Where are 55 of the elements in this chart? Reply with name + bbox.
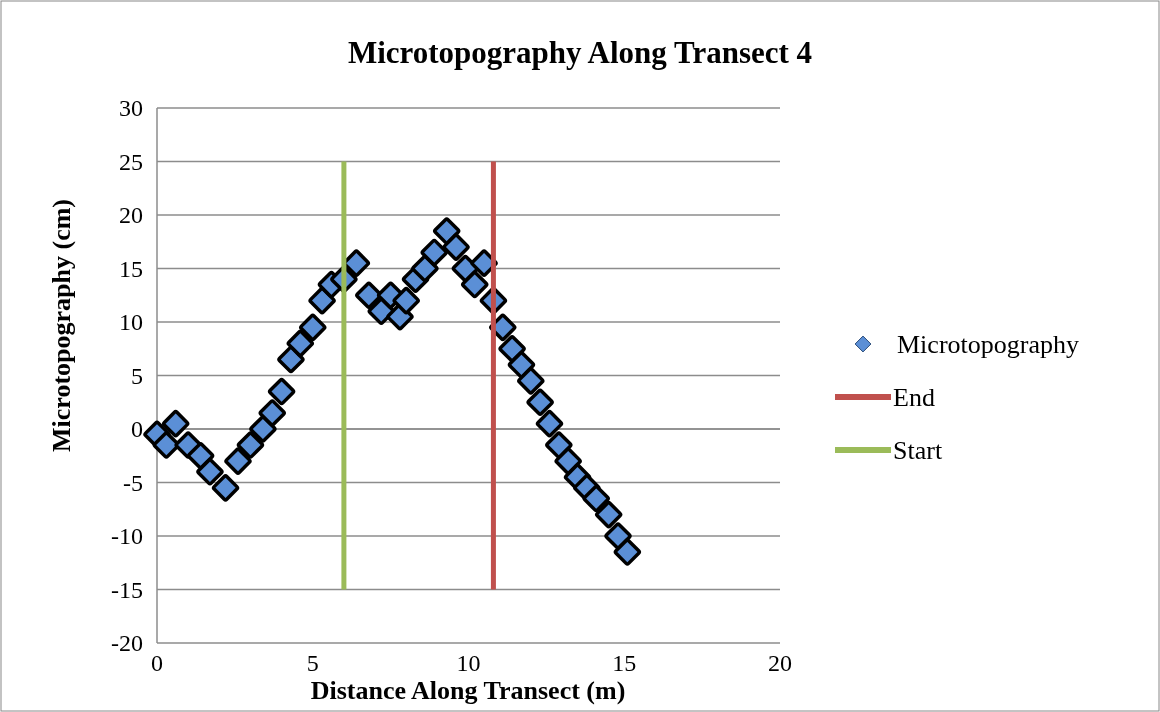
y-tick-label: -5 [123,469,143,496]
point [595,501,623,529]
point [498,335,526,363]
point [258,399,286,427]
chart-title: Microtopography Along Transect 4 [347,35,813,70]
point [277,345,305,374]
point [517,367,545,395]
y-tick-label: -10 [111,523,143,550]
legend-label: End [893,383,935,413]
x-tick-label: 15 [612,650,637,677]
point [554,447,582,475]
point [545,431,573,459]
point [152,431,180,459]
y-tick-label: 0 [131,416,143,443]
legend-label: Start [893,436,943,466]
point [308,287,336,315]
point [442,233,470,261]
point [582,484,610,513]
x-tick-label: 10 [456,650,481,677]
point [268,377,296,406]
point [286,329,314,357]
point [236,431,265,459]
point [299,313,327,341]
y-tick-label: 25 [119,148,143,175]
point [187,442,215,470]
y-tick-label: 10 [119,309,143,336]
point [420,238,448,267]
point [433,217,461,245]
point [535,410,564,438]
x-tick-label: 20 [768,650,792,677]
y-axis-title: Microtopography (cm) [47,199,76,452]
point [507,351,536,379]
y-tick-label: -20 [111,630,143,657]
point [604,522,632,550]
point [211,474,240,502]
point [526,388,554,416]
y-tick-label: 20 [119,202,143,229]
point [613,538,641,566]
point [162,410,190,438]
point [224,447,252,475]
x-axis-title: Distance Along Transect (m) [310,676,626,705]
point [392,287,420,315]
point [470,249,498,277]
x-tick-label: 5 [306,650,319,677]
y-tick-label: 30 [119,95,143,122]
y-tick-label: -15 [111,576,143,603]
point [411,254,439,283]
legend-label: Microtopography [897,330,1079,360]
y-tick-label: 5 [131,362,143,389]
point [196,458,224,486]
point [489,313,517,341]
point [461,270,489,299]
y-tick-label: 15 [119,255,143,282]
point [249,415,277,443]
x-tick-label: 0 [151,650,163,677]
